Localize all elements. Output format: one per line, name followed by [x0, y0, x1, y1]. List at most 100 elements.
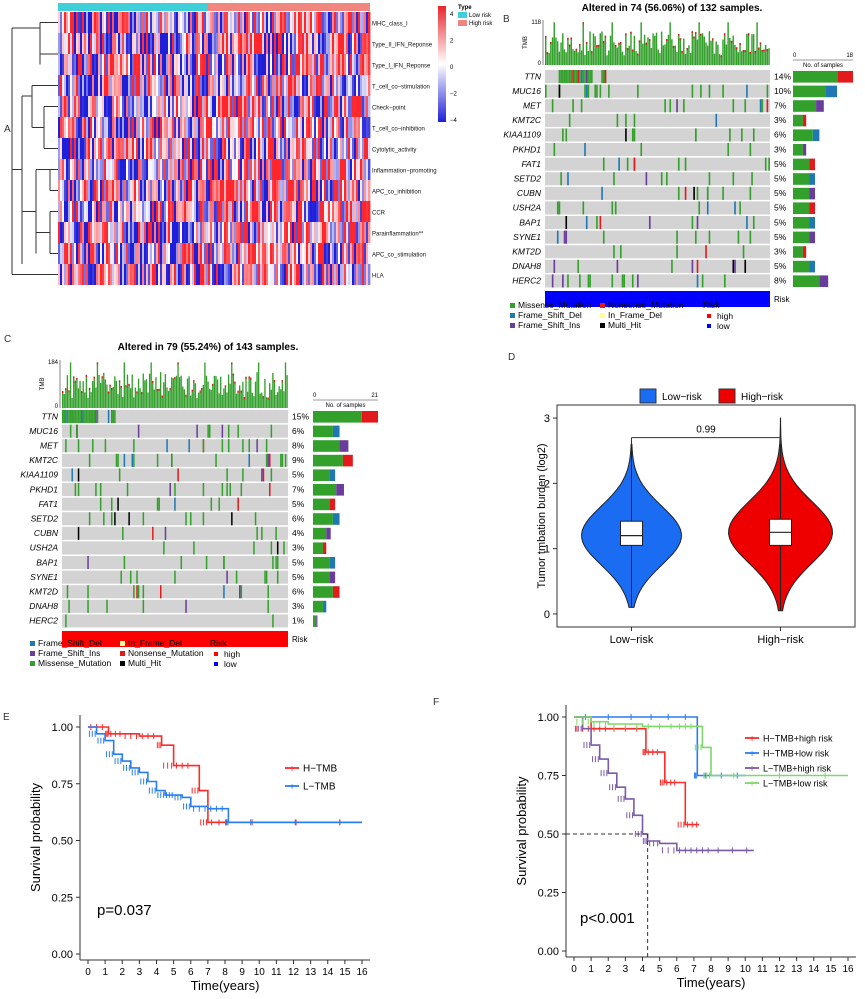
heat-cell [76, 159, 79, 180]
heat-cell [98, 159, 101, 180]
heat-cell [276, 159, 279, 180]
heat-cell [112, 12, 115, 33]
heat-cell [298, 54, 301, 75]
heat-cell [136, 75, 139, 96]
risk-legend-low-swatch [214, 662, 218, 666]
tmb-bar [640, 22, 642, 65]
heat-cell [208, 117, 211, 138]
heat-cell [92, 54, 95, 75]
tmb-bar [194, 383, 197, 408]
heat-cell [234, 12, 237, 33]
mutation-cell [115, 453, 118, 467]
gene-row-background [545, 274, 770, 288]
heat-cell [130, 117, 133, 138]
heat-cell [308, 12, 311, 33]
tmb-bar [74, 380, 76, 408]
heat-cell [152, 264, 155, 285]
heat-cell [222, 201, 225, 222]
mutation-cell [196, 424, 198, 438]
heat-cell [354, 12, 357, 33]
heat-cell [228, 138, 231, 159]
heat-cell [364, 117, 367, 138]
heat-cell [132, 117, 135, 138]
heat-cell [98, 117, 101, 138]
heat-cell [110, 180, 113, 201]
heat-cell [226, 96, 229, 117]
heat-cell [212, 243, 215, 264]
tmb-bar [703, 36, 705, 65]
mutation-cell [631, 274, 634, 288]
heat-cell [106, 243, 109, 264]
heat-cell [132, 180, 135, 201]
mutation-cell [633, 113, 636, 127]
mutation-grid [545, 70, 770, 288]
heat-cell [188, 201, 191, 222]
heat-cell [356, 222, 359, 243]
heat-cell [84, 117, 87, 138]
heat-cell [326, 180, 329, 201]
x-tick-label: 7 [691, 964, 697, 975]
heat-cell [226, 243, 229, 264]
heat-cell [238, 54, 241, 75]
mutation-cell [272, 614, 274, 628]
heat-cell [276, 264, 279, 285]
heat-cell [88, 264, 91, 285]
heat-cell [186, 138, 189, 159]
heat-cell [238, 75, 241, 96]
heat-cell [292, 33, 295, 54]
heat-cell [356, 54, 359, 75]
heat-cell [250, 180, 253, 201]
tmb-bar-cap [68, 390, 70, 393]
heat-cell [150, 201, 153, 222]
tmb-bar-cap [193, 380, 195, 383]
mutation-cell [676, 99, 678, 113]
mutation-cell [193, 541, 195, 555]
sample-count-bar [313, 600, 323, 613]
tmb-bar-cap [681, 50, 683, 53]
mutation-cell [256, 439, 258, 453]
heat-cell [184, 33, 187, 54]
y-tick-label: 0.75 [538, 771, 559, 783]
heat-cell [362, 33, 365, 54]
heat-cell [326, 243, 329, 264]
heat-cell [170, 96, 173, 117]
heat-cell [338, 75, 341, 96]
tmb-bar-cap [677, 34, 680, 37]
mutation-cell [563, 230, 566, 244]
x-tick-label: 14 [322, 967, 334, 978]
tmb-bar [82, 381, 84, 408]
heat-cell [338, 264, 341, 285]
heat-cell [282, 75, 285, 96]
heat-cell [294, 243, 297, 264]
heat-cell [152, 180, 155, 201]
heat-cell [350, 75, 353, 96]
heat-cell [62, 138, 65, 159]
sample-count-bar [313, 498, 330, 511]
mutation-cell [568, 70, 571, 84]
heat-cell [66, 180, 69, 201]
heat-cell [74, 180, 77, 201]
heat-cell [340, 12, 343, 33]
heat-cell [130, 159, 133, 180]
heat-cell [60, 264, 63, 285]
heat-cell [326, 54, 329, 75]
heat-cell [134, 96, 137, 117]
heat-cell [108, 243, 111, 264]
mutation-cell [254, 512, 257, 526]
heat-cell [174, 75, 177, 96]
heat-cell [310, 138, 313, 159]
heat-cell [320, 180, 323, 201]
heat-cell [146, 159, 149, 180]
tmb-bar [643, 34, 646, 65]
heat-cell [156, 264, 159, 285]
tmb-bar [585, 42, 588, 65]
heat-cell [312, 54, 315, 75]
heat-cell [252, 159, 255, 180]
heat-cell [210, 54, 213, 75]
tmb-bar-cap [545, 36, 547, 39]
heat-cell [286, 96, 289, 117]
gene-percent: 5% [774, 159, 787, 169]
sample-count-bar [313, 557, 330, 569]
heat-cell [102, 243, 105, 264]
heat-cell [288, 33, 291, 54]
